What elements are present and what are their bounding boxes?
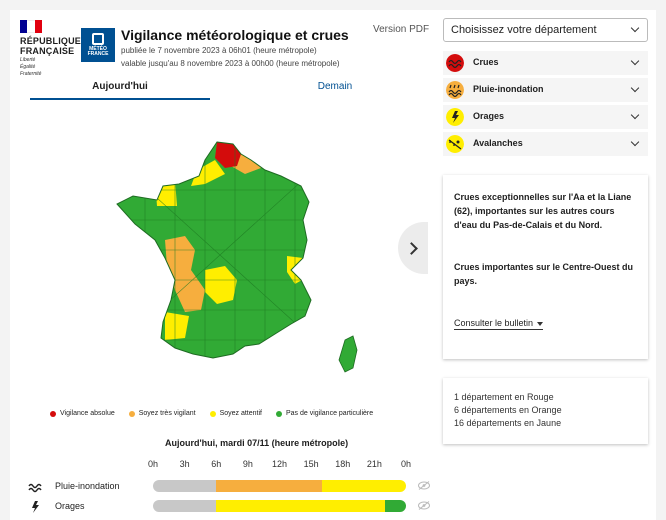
legend-orange-dot [128, 410, 135, 417]
corsica-region[interactable] [338, 335, 358, 373]
timeline-hour-label: 0h [147, 459, 159, 469]
day-tabs: Aujourd'hui Demain [20, 78, 400, 100]
chevron-right-icon [405, 241, 418, 255]
summary-yellow: 16 départements en Jaune [454, 418, 562, 428]
timeline-hour-label: 21h [366, 459, 382, 469]
timeline-hour-label: 6h [211, 459, 222, 469]
french-flag-icon [20, 20, 42, 33]
published-date: publiée le 7 novembre 2023 à 06h01 (heur… [121, 46, 317, 55]
summary-card: 1 département en Rouge 6 départements en… [443, 378, 648, 444]
timeline-hour-label: 0h [400, 459, 412, 469]
legend-label: Vigilance absolue [60, 410, 115, 417]
summary-red: 1 département en Rouge [454, 392, 554, 402]
phenomenon-orages[interactable]: Orages [443, 105, 648, 129]
rf-title-line1: RÉPUBLIQUE [20, 36, 82, 46]
tab-today[interactable]: Aujourd'hui [30, 78, 210, 100]
avalanche-icon [446, 135, 464, 153]
map-fill [117, 142, 311, 358]
chevron-down-icon [630, 56, 640, 66]
department-select-placeholder: Choisissez votre département [451, 24, 597, 36]
rf-motto-3: Fraternité [20, 71, 42, 77]
consult-bulletin-link[interactable]: Consulter le bulletin [454, 318, 544, 330]
phenomenon-crues[interactable]: Crues [443, 51, 648, 75]
phenomenon-label: Crues [473, 57, 499, 67]
timeline-hour-label: 9h [242, 459, 253, 469]
map-legend: Vigilance absolue Soyez très vigilant So… [50, 410, 373, 417]
legend-label: Soyez très vigilant [138, 410, 196, 417]
timeline-hour-label: 3h [179, 459, 190, 469]
next-map-button[interactable] [398, 222, 428, 274]
legend-item-orange: Soyez très vigilant [128, 410, 196, 417]
rain-flood-icon [446, 81, 464, 99]
timeline-segment [321, 480, 406, 492]
bulletin-text-1: Crues exceptionnelles sur l'Aa et la Lia… [454, 192, 632, 230]
thunderstorm-icon [32, 501, 39, 513]
header-text: Vigilance météorologique et crues publié… [121, 27, 349, 69]
rf-title-line2: FRANÇAISE [20, 46, 75, 56]
page-title: Vigilance météorologique et crues [121, 27, 349, 43]
timeline-segment [216, 480, 322, 492]
department-select[interactable]: Choisissez votre département [443, 18, 648, 42]
rf-motto-2: Égalité [20, 64, 36, 70]
bulletin-text-2: Crues importantes sur le Centre-Ouest du… [454, 262, 634, 286]
chevron-down-icon [630, 23, 640, 33]
timeline-row-label: Pluie-inondation [55, 481, 120, 491]
summary-orange: 6 départements en Orange [454, 405, 562, 415]
phenomenon-avalanches[interactable]: Avalanches [443, 132, 648, 156]
legend-label: Pas de vigilance particulière [285, 410, 374, 417]
timeline-segment [384, 500, 406, 512]
phenomenon-label: Avalanches [473, 138, 523, 148]
chevron-down-icon [630, 110, 640, 120]
rain-flood-icon [28, 483, 42, 493]
meteo-france-mark-icon [92, 33, 104, 45]
timeline-hours: 0h 3h 6h 9h 12h 15h 18h 21h 0h [138, 459, 412, 471]
bulletin-card: Crues exceptionnelles sur l'Aa et la Lia… [443, 175, 648, 359]
legend-item-red: Vigilance absolue [50, 410, 115, 417]
chevron-down-icon [630, 137, 640, 147]
flood-icon [446, 54, 464, 72]
caret-down-icon [537, 321, 544, 326]
timeline-bar-storm [153, 500, 406, 512]
legend-label: Soyez attentif [219, 410, 262, 417]
hide-eye-icon[interactable] [418, 501, 430, 510]
timeline-hour-label: 12h [271, 459, 288, 469]
consult-bulletin-label: Consulter le bulletin [454, 318, 534, 328]
legend-red-dot [50, 410, 56, 417]
meteo-france-logo[interactable]: MÉTÉO FRANCE [81, 28, 115, 62]
timeline-segment [153, 500, 217, 512]
republique-francaise-logo: RÉPUBLIQUE FRANÇAISE Liberté Égalité Fra… [20, 20, 82, 77]
timeline-title: Aujourd'hui, mardi 07/11 (heure métropol… [165, 438, 349, 448]
hide-eye-icon[interactable] [418, 481, 430, 490]
timeline-bar-rain [153, 480, 406, 492]
vigilance-map[interactable] [105, 140, 365, 378]
page-frame: RÉPUBLIQUE FRANÇAISE Liberté Égalité Fra… [10, 10, 656, 520]
mf-logo-line2: FRANCE [87, 51, 109, 57]
rf-motto-1: Liberté [20, 57, 36, 63]
legend-yellow-dot [209, 410, 216, 417]
timeline-segment [216, 500, 385, 512]
mf-logo-line1: MÉTÉO [89, 46, 107, 52]
timeline-row-label: Orages [55, 501, 85, 511]
chevron-down-icon [630, 83, 640, 93]
timeline-row-storm: Orages [28, 500, 430, 514]
thunderstorm-icon [446, 108, 464, 126]
phenomenon-label: Pluie-inondation [473, 84, 544, 94]
timeline-hour-label: 15h [303, 459, 319, 469]
phenomenon-pluie-inondation[interactable]: Pluie-inondation [443, 78, 648, 102]
legend-green-dot [275, 410, 282, 417]
tab-tomorrow[interactable]: Demain [317, 81, 353, 92]
legend-item-yellow: Soyez attentif [209, 410, 262, 417]
pdf-version-link[interactable]: Version PDF [373, 24, 430, 35]
valid-until-date: valable jusqu'au 8 novembre 2023 à 00h00… [121, 59, 340, 68]
timeline-hour-label: 18h [335, 459, 351, 469]
phenomenon-label: Orages [473, 111, 505, 121]
legend-item-green: Pas de vigilance particulière [275, 410, 374, 417]
timeline-segment [153, 480, 217, 492]
timeline-row-rain: Pluie-inondation [28, 480, 430, 494]
